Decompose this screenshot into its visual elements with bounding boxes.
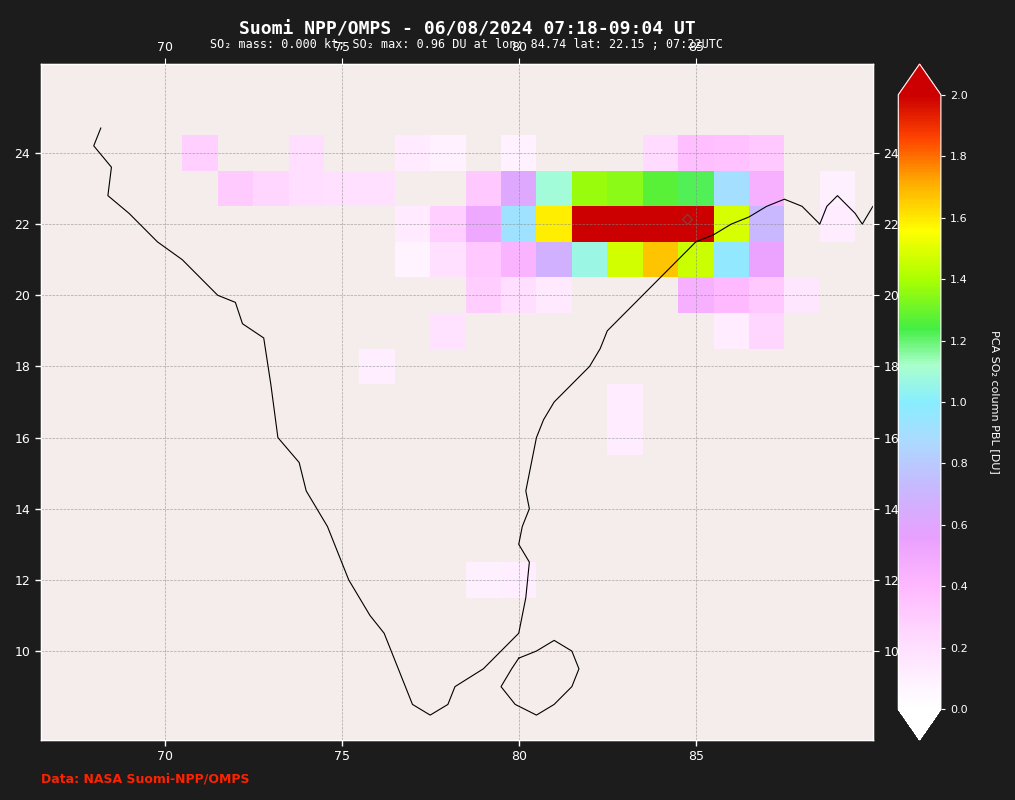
Bar: [678, 170, 714, 206]
Bar: [607, 242, 642, 278]
Bar: [430, 242, 466, 278]
Bar: [607, 420, 642, 455]
Bar: [395, 135, 430, 170]
Bar: [537, 206, 571, 242]
Text: Data: NASA Suomi-NPP/OMPS: Data: NASA Suomi-NPP/OMPS: [41, 773, 249, 786]
Bar: [359, 349, 395, 384]
Bar: [642, 242, 678, 278]
Bar: [501, 242, 537, 278]
Bar: [749, 313, 785, 349]
Bar: [749, 170, 785, 206]
Bar: [714, 135, 749, 170]
Bar: [714, 206, 749, 242]
Bar: [714, 170, 749, 206]
Bar: [501, 206, 537, 242]
Bar: [785, 278, 820, 313]
Bar: [183, 135, 217, 170]
Bar: [288, 170, 324, 206]
Bar: [430, 313, 466, 349]
Bar: [288, 135, 324, 170]
Bar: [501, 562, 537, 598]
Bar: [537, 242, 571, 278]
Bar: [466, 170, 501, 206]
Bar: [642, 135, 678, 170]
Y-axis label: PCA SO₂ column PBL [DU]: PCA SO₂ column PBL [DU]: [990, 330, 1000, 474]
Bar: [571, 242, 607, 278]
Bar: [678, 242, 714, 278]
Bar: [359, 170, 395, 206]
Bar: [820, 170, 856, 206]
Bar: [749, 135, 785, 170]
Bar: [678, 135, 714, 170]
Bar: [714, 278, 749, 313]
Bar: [395, 242, 430, 278]
Bar: [537, 170, 571, 206]
Bar: [607, 170, 642, 206]
PathPatch shape: [898, 64, 941, 94]
Bar: [820, 206, 856, 242]
Bar: [749, 242, 785, 278]
Bar: [217, 170, 253, 206]
Bar: [571, 170, 607, 206]
Bar: [501, 278, 537, 313]
Bar: [466, 562, 501, 598]
PathPatch shape: [898, 710, 941, 740]
Bar: [749, 206, 785, 242]
Bar: [324, 170, 359, 206]
Bar: [642, 170, 678, 206]
Bar: [714, 242, 749, 278]
Bar: [501, 170, 537, 206]
Bar: [571, 206, 607, 242]
Bar: [466, 206, 501, 242]
Text: SO₂ mass: 0.000 kt; SO₂ max: 0.96 DU at lon: 84.74 lat: 22.15 ; 07:22UTC: SO₂ mass: 0.000 kt; SO₂ max: 0.96 DU at …: [210, 38, 724, 51]
Text: Suomi NPP/OMPS - 06/08/2024 07:18-09:04 UT: Suomi NPP/OMPS - 06/08/2024 07:18-09:04 …: [239, 20, 695, 38]
Bar: [430, 135, 466, 170]
Bar: [537, 278, 571, 313]
Bar: [466, 242, 501, 278]
Bar: [395, 206, 430, 242]
Bar: [607, 206, 642, 242]
Bar: [430, 206, 466, 242]
Bar: [501, 135, 537, 170]
Bar: [642, 206, 678, 242]
Bar: [466, 278, 501, 313]
Bar: [607, 384, 642, 420]
Bar: [714, 313, 749, 349]
Bar: [749, 278, 785, 313]
Bar: [678, 206, 714, 242]
Bar: [678, 278, 714, 313]
Bar: [253, 170, 288, 206]
